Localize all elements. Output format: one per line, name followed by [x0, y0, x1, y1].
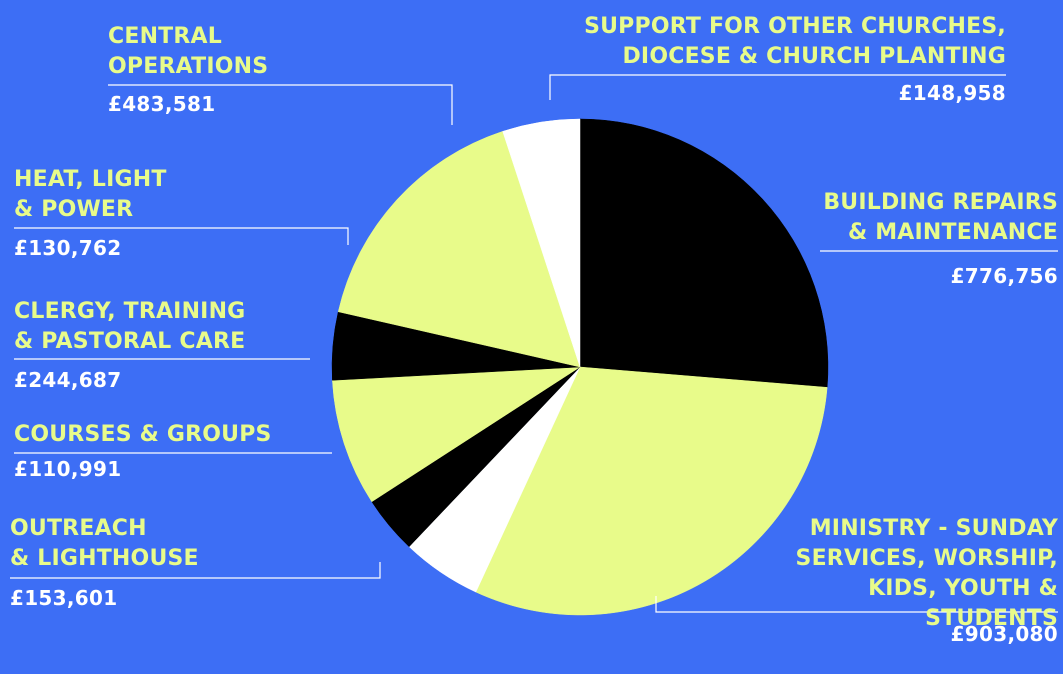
pie-slice-4	[332, 366, 581, 503]
label-building-line2: & MAINTENANCE	[847, 220, 1058, 245]
value-heat-light-power: £130,762	[14, 236, 122, 260]
label-ministry-line1: MINISTRY - SUNDAY	[809, 516, 1058, 541]
label-ministry: MINISTRY - SUNDAY SERVICES, WORSHIP, KID…	[796, 514, 1058, 634]
label-ministry-line2: SERVICES, WORSHIP,	[795, 546, 1058, 571]
value-courses-groups: £110,991	[14, 457, 122, 481]
pie-slice-7	[502, 118, 581, 368]
label-outreach-lighthouse: OUTREACH & LIGHTHOUSE	[10, 514, 199, 574]
leader-line-ministry	[655, 596, 1058, 613]
leader-line-heat	[14, 227, 349, 245]
label-support-line2: DIOCESE & CHURCH PLANTING	[622, 44, 1006, 69]
label-central-line1: CENTRAL	[108, 24, 222, 49]
label-outreach-line1: OUTREACH	[10, 516, 147, 541]
label-building-line1: BUILDING REPAIRS	[823, 190, 1058, 215]
label-outreach-line2: & LIGHTHOUSE	[10, 546, 199, 571]
leader-line-outreach	[10, 562, 381, 579]
value-central-operations: £483,581	[108, 92, 216, 116]
value-outreach-lighthouse: £153,601	[10, 586, 118, 610]
label-heat-light-power: HEAT, LIGHT & POWER	[14, 165, 167, 225]
pie-slice-6	[337, 131, 581, 368]
label-clergy-line2: & PASTORAL CARE	[14, 329, 246, 354]
label-clergy-training: CLERGY, TRAINING & PASTORAL CARE	[14, 297, 245, 357]
label-heat-line2: & POWER	[14, 197, 134, 222]
label-support-churches: SUPPORT FOR OTHER CHURCHES, DIOCESE & CH…	[584, 12, 1006, 72]
leader-lines	[10, 74, 1058, 613]
value-support-churches: £148,958	[898, 81, 1006, 105]
leader-line-support	[549, 74, 1006, 100]
pie-slice-0	[579, 118, 829, 388]
label-heat-line1: HEAT, LIGHT	[14, 167, 167, 192]
label-ministry-line4: STUDENTS	[925, 606, 1058, 631]
value-building-repairs: £776,756	[950, 264, 1058, 288]
value-clergy-training: £244,687	[14, 368, 122, 392]
label-central-operations: CENTRAL OPERATIONS	[108, 22, 268, 82]
label-central-line2: OPERATIONS	[108, 54, 269, 79]
value-ministry: £903,080	[950, 622, 1058, 646]
label-clergy-line1: CLERGY, TRAINING	[14, 299, 246, 324]
label-ministry-line3: KIDS, YOUTH &	[868, 576, 1058, 601]
label-support-line1: SUPPORT FOR OTHER CHURCHES,	[584, 14, 1006, 39]
label-building-repairs: BUILDING REPAIRS & MAINTENANCE	[823, 188, 1058, 248]
label-courses-groups: COURSES & GROUPS	[14, 420, 272, 450]
pie-slice-1	[475, 366, 828, 616]
leader-line-central	[108, 84, 453, 125]
label-courses-line1: COURSES & GROUPS	[14, 422, 272, 447]
